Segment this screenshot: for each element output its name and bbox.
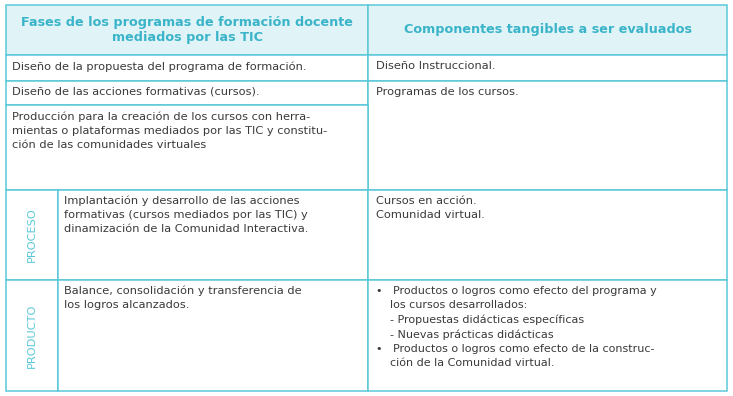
Text: Programas de los cursos.: Programas de los cursos. (376, 87, 519, 97)
Bar (368, 190, 727, 280)
Text: Implantación y desarrollo de las acciones
formativas (cursos mediados por las TI: Implantación y desarrollo de las accione… (64, 196, 309, 234)
Text: Fases de los programas de formación docente
mediados por las TIC: Fases de los programas de formación doce… (21, 16, 353, 44)
Text: Balance, consolidación y transferencia de
los logros alcanzados.: Balance, consolidación y transferencia d… (64, 286, 301, 310)
Text: Diseño de la propuesta del programa de formación.: Diseño de la propuesta del programa de f… (12, 61, 306, 72)
Text: Cursos en acción.
Comunidad virtual.: Cursos en acción. Comunidad virtual. (376, 196, 485, 220)
Text: PRODUCTO: PRODUCTO (27, 303, 37, 368)
Text: Diseño Instruccional.: Diseño Instruccional. (376, 61, 496, 71)
Bar (58, 280, 368, 391)
Bar (368, 280, 727, 391)
Bar (58, 190, 368, 280)
Text: Componentes tangibles a ser evaluados: Componentes tangibles a ser evaluados (403, 23, 691, 36)
Bar (368, 81, 727, 190)
Bar (6, 280, 58, 391)
Bar (6, 190, 58, 280)
Text: •   Productos o logros como efecto del programa y
    los cursos desarrollados:
: • Productos o logros como efecto del pro… (376, 286, 657, 367)
Text: PROCESO: PROCESO (27, 208, 37, 263)
Bar (6, 81, 368, 105)
Text: Producción para la creación de los cursos con herra-
mientas o plataformas media: Producción para la creación de los curso… (12, 111, 327, 150)
Bar (6, 5, 368, 55)
Bar (368, 5, 727, 55)
Bar (6, 55, 368, 81)
Bar (6, 105, 368, 190)
Text: Diseño de las acciones formativas (cursos).: Diseño de las acciones formativas (curso… (12, 87, 259, 97)
Bar (368, 55, 727, 81)
